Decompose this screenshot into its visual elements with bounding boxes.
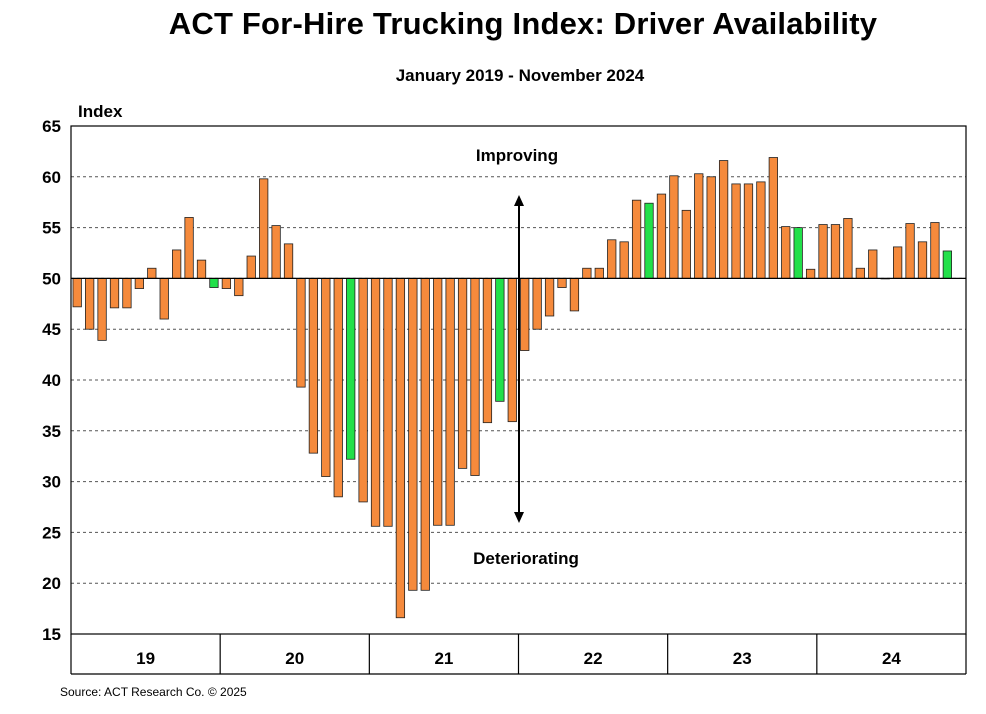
bar — [644, 202, 654, 279]
bar — [582, 267, 592, 279]
bar — [296, 277, 306, 388]
bar — [172, 249, 182, 279]
bar — [184, 217, 194, 279]
bar — [395, 277, 406, 619]
y-tick-label: 35 — [42, 422, 61, 441]
x-tick-label: 21 — [434, 649, 453, 668]
y-tick-label: 30 — [42, 473, 61, 492]
bar — [694, 173, 704, 279]
bar — [370, 277, 381, 527]
bar — [72, 277, 82, 308]
bar — [855, 267, 865, 279]
y-tick-label: 25 — [42, 523, 61, 542]
y-tick-label: 60 — [42, 168, 61, 187]
bar — [97, 277, 107, 341]
annotations: Improving Deteriorating — [473, 146, 579, 568]
bar — [743, 183, 754, 279]
bar — [358, 277, 368, 503]
bar — [259, 178, 269, 279]
bar — [731, 183, 741, 279]
bar — [246, 255, 256, 279]
bar — [234, 277, 244, 297]
x-tick-label: 19 — [136, 649, 155, 668]
bar — [681, 209, 691, 279]
bar — [781, 226, 791, 279]
source-note: Source: ACT Research Co. © 2025 — [60, 685, 247, 699]
y-tick-label: 50 — [42, 269, 61, 288]
bar — [532, 277, 542, 330]
annotation-improving: Improving — [476, 146, 558, 165]
bar — [283, 243, 294, 279]
bar — [196, 259, 207, 279]
bar — [420, 277, 430, 591]
arrow-up-head — [514, 195, 524, 206]
bar — [631, 199, 642, 279]
bar — [818, 224, 828, 279]
bar — [470, 277, 480, 476]
chart-title: ACT For-Hire Trucking Index: Driver Avai… — [168, 6, 878, 41]
bar — [109, 277, 120, 309]
y-tick-label: 40 — [42, 371, 61, 390]
bar — [557, 277, 567, 288]
bar — [333, 277, 343, 498]
y-tick-label: 45 — [42, 320, 61, 339]
bar — [507, 277, 517, 423]
bar — [656, 193, 667, 279]
bar — [868, 249, 878, 279]
bar — [495, 277, 505, 402]
bar — [942, 250, 952, 279]
x-tick-label: 22 — [584, 649, 603, 668]
x-tick-label: 23 — [733, 649, 752, 668]
bar — [134, 277, 144, 289]
bar — [569, 277, 580, 312]
y-tick-label: 65 — [42, 117, 61, 136]
bar — [408, 277, 418, 591]
bar — [147, 267, 157, 279]
annotation-deteriorating: Deteriorating — [473, 549, 579, 568]
bar — [756, 181, 766, 279]
bars — [72, 157, 952, 619]
bar — [793, 227, 803, 279]
bar — [768, 157, 778, 279]
bar — [85, 277, 95, 330]
bar — [843, 218, 853, 279]
bar — [209, 277, 219, 288]
bar — [607, 239, 617, 279]
bar — [930, 222, 940, 279]
bar — [346, 277, 356, 460]
bar — [433, 277, 443, 526]
bar — [619, 241, 629, 279]
y-tick-label: 20 — [42, 574, 61, 593]
x-tick-label: 20 — [285, 649, 304, 668]
bar — [122, 277, 132, 309]
bar — [271, 225, 281, 279]
bar — [520, 277, 530, 351]
bar — [805, 268, 816, 279]
arrow-down-head — [514, 512, 524, 523]
bar — [669, 175, 679, 279]
chart-subtitle: January 2019 - November 2024 — [395, 66, 645, 85]
x-tick-label: 24 — [882, 649, 901, 668]
y-tick-label: 55 — [42, 219, 61, 238]
bar — [445, 277, 455, 526]
bar — [321, 277, 331, 477]
bar — [159, 277, 169, 320]
bar — [482, 277, 493, 424]
axes: 15 20 25 30 35 40 45 50 55 60 65 19 20 21 22 23 24 — [42, 117, 967, 675]
bar — [830, 224, 841, 279]
y-axis-label: Index — [78, 102, 123, 121]
bar — [893, 246, 903, 279]
bar — [917, 241, 928, 279]
bar — [594, 267, 604, 279]
bar — [706, 176, 716, 279]
bar — [221, 277, 232, 289]
bar — [457, 277, 468, 469]
bar — [718, 160, 729, 279]
bar — [383, 277, 393, 527]
y-tick-label: 15 — [42, 625, 61, 644]
bar — [308, 277, 319, 454]
bar — [544, 277, 555, 317]
bar — [905, 223, 915, 279]
